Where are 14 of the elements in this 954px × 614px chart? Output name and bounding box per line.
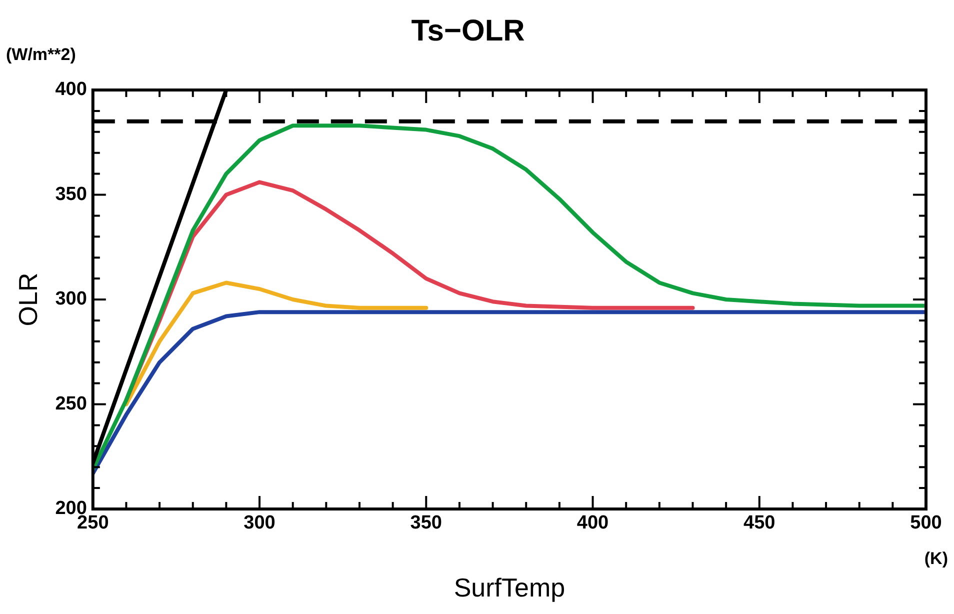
- y-tick-label: 350: [55, 184, 87, 205]
- x-axis-title: SurfTemp: [454, 572, 566, 603]
- y-tick-label: 250: [55, 393, 87, 414]
- x-tick-label: 400: [576, 512, 609, 534]
- text: (K): [924, 549, 948, 568]
- y-tick-label: 300: [55, 288, 87, 310]
- y-axis-title: OLR: [12, 272, 43, 326]
- text: (W/m**2): [6, 45, 76, 64]
- x-tick-label: 300: [244, 512, 276, 534]
- x-tick-label: 450: [744, 512, 776, 534]
- y-tick-label: 400: [55, 79, 87, 100]
- x-tick-label: 500: [910, 512, 942, 534]
- chart-title: Ts−OLR: [411, 14, 526, 48]
- x-tick-label: 350: [410, 512, 442, 534]
